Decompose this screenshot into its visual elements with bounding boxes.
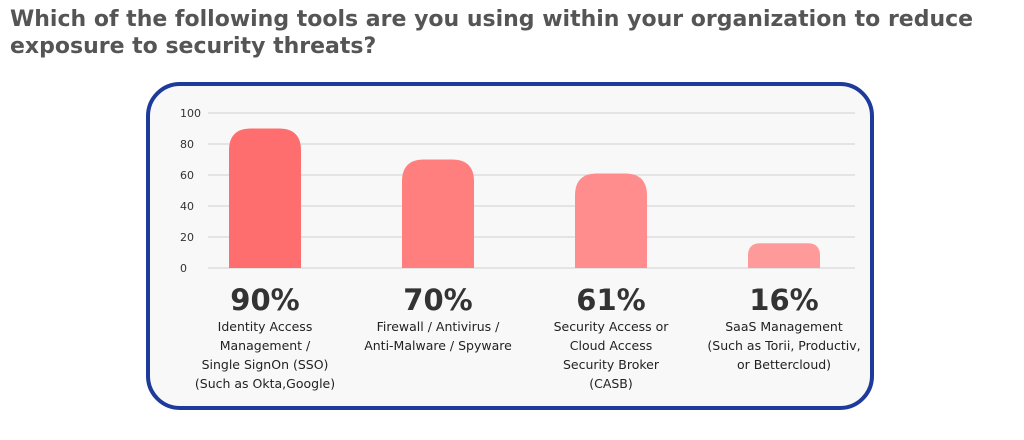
category-4: 16% SaaS Management (Such as Torii, Prod…: [699, 283, 869, 374]
y-tick-label-60: 60: [180, 169, 194, 182]
category-label-4: SaaS Management (Such as Torii, Producti…: [707, 319, 861, 372]
category-label-1: Identity Access Management / Single Sign…: [194, 319, 336, 391]
y-tick-label-20: 20: [180, 231, 194, 244]
data-label-2: 70%: [403, 283, 473, 317]
bar-3: [575, 173, 647, 268]
category-2: 70% Firewall / Antivirus / Anti-Malware …: [353, 283, 523, 355]
bars: [229, 128, 820, 268]
y-tick-label-100: 100: [180, 107, 201, 120]
bar-1: [229, 128, 301, 268]
data-label-1: 90%: [230, 283, 300, 317]
bar-4: [748, 243, 820, 268]
y-tick-label-40: 40: [180, 200, 194, 213]
y-tick-label-0: 0: [180, 262, 187, 275]
category-1: 90% Identity Access Management / Single …: [180, 283, 350, 393]
question-title: Which of the following tools are you usi…: [10, 7, 974, 59]
bar-2: [402, 159, 474, 268]
data-label-3: 61%: [576, 283, 646, 317]
category-label-3: Security Access or Cloud Access Security…: [553, 319, 669, 391]
y-axis-ticks: 0 20 40 60 80 100: [180, 107, 201, 275]
category-label-2: Firewall / Antivirus / Anti-Malware / Sp…: [364, 319, 512, 353]
data-label-4: 16%: [749, 283, 819, 317]
gridlines: [208, 112, 855, 269]
y-tick-label-80: 80: [180, 138, 194, 151]
category-3: 61% Security Access or Cloud Access Secu…: [526, 283, 696, 393]
